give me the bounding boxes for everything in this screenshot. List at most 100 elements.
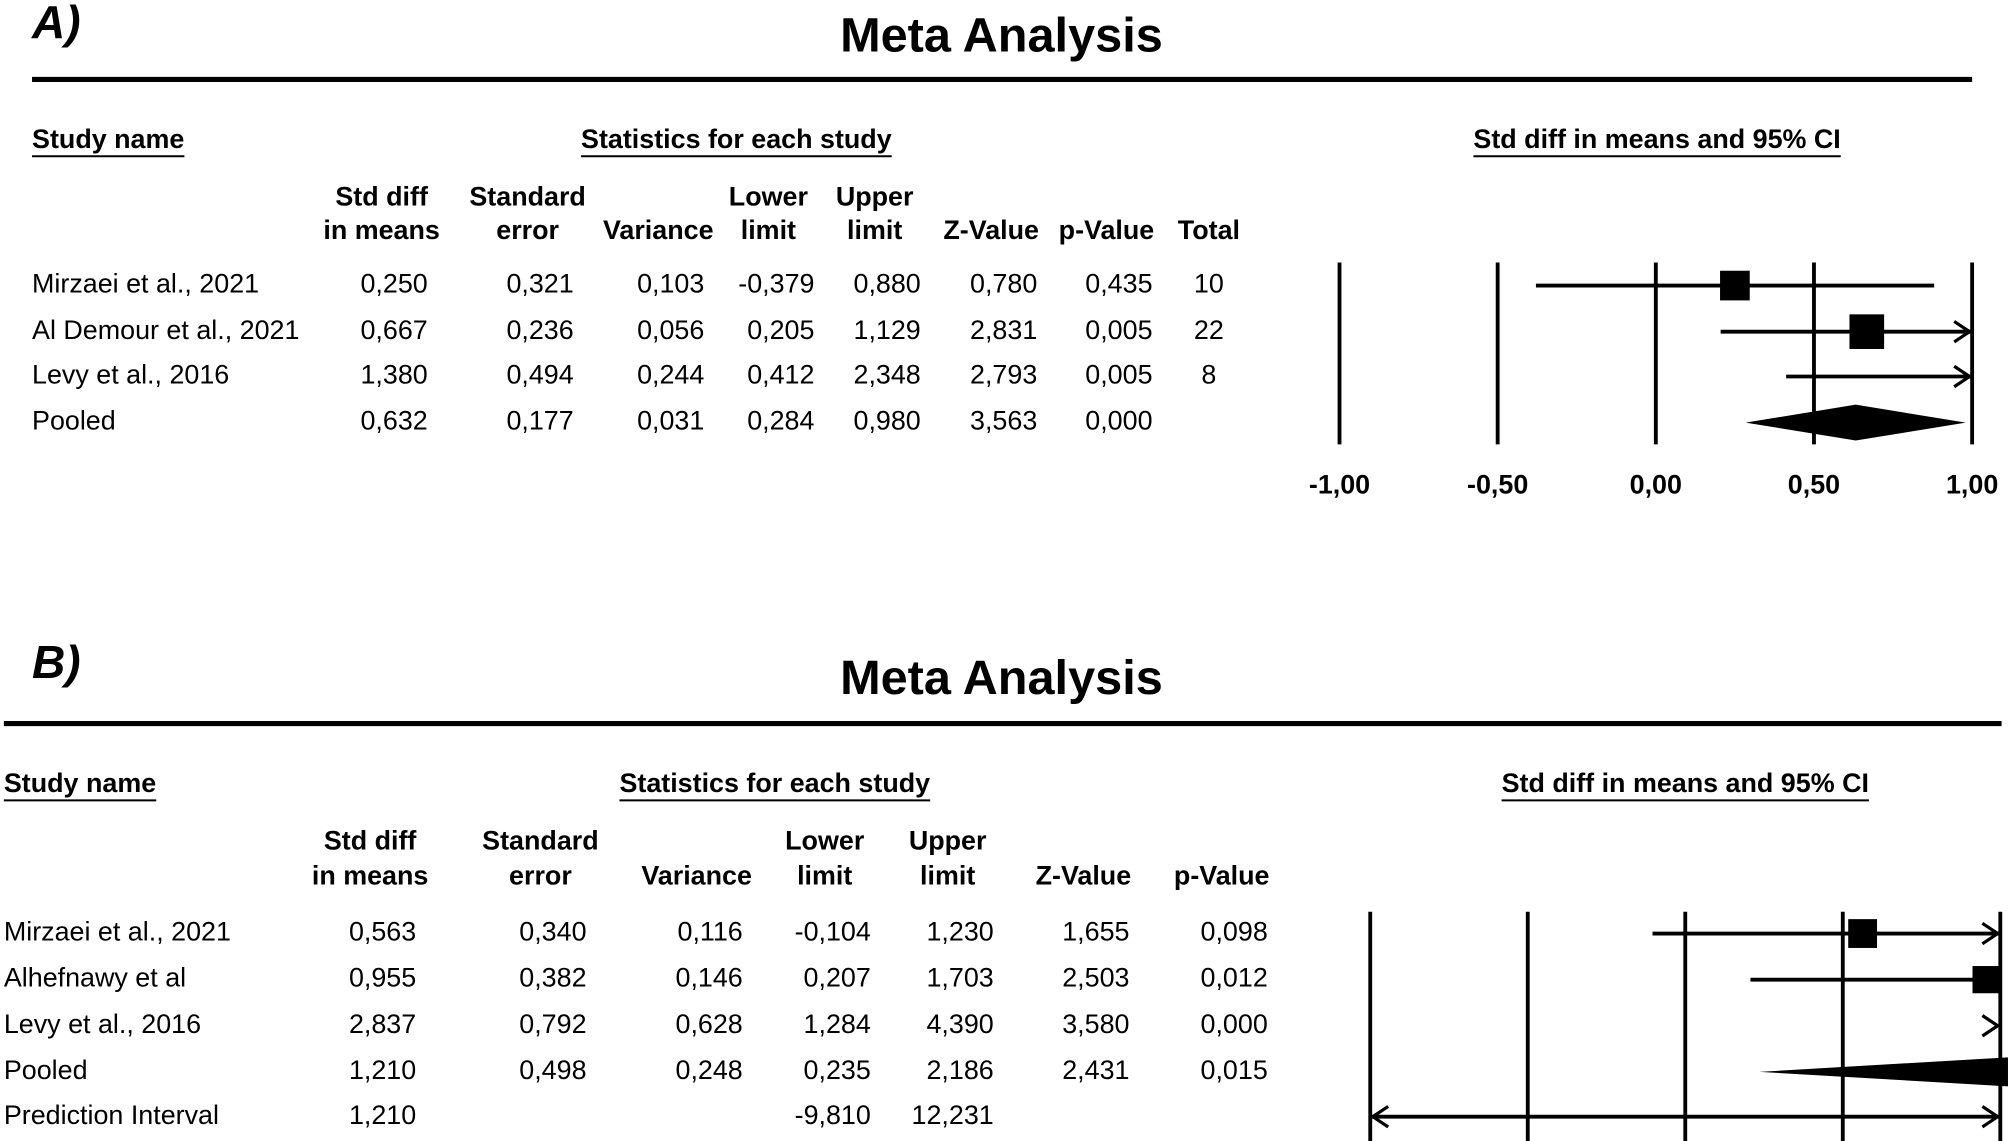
column-header: Lower (729, 182, 809, 212)
ci-arrow (1369, 1105, 1390, 1129)
ci-arrow (1981, 921, 2001, 946)
column-header: Standard (469, 182, 585, 212)
panel-label: A) (31, 0, 81, 48)
ci-arrow (1981, 1105, 2001, 1129)
column-header: error (509, 860, 572, 890)
table-cell: 0,628 (675, 1009, 742, 1039)
table-cell: 22 (1194, 315, 1224, 345)
study-name: Prediction Interval (4, 1100, 219, 1130)
study-header: Study name (32, 124, 184, 154)
table-cell: 0,031 (637, 406, 704, 436)
study-name: Alhefnawy et al (4, 963, 186, 993)
ci-arrow (1953, 364, 1973, 389)
column-header: in means (312, 860, 429, 890)
forest-marks (1369, 919, 2008, 1129)
table-cell: 4,390 (926, 1009, 993, 1039)
table-cell: 1,703 (926, 963, 993, 993)
table-cell: 0,248 (675, 1055, 742, 1085)
panel-title: Meta Analysis (840, 8, 1163, 62)
x-tick-label: 1,00 (1946, 470, 1998, 500)
ci-arrow (1981, 1060, 2001, 1084)
column-header: p-Value (1174, 860, 1270, 890)
column-header: Upper (836, 182, 914, 212)
table-cell: -0,379 (738, 269, 814, 299)
table-cell: 2,186 (926, 1055, 993, 1085)
table-cell: 0,005 (1085, 360, 1152, 390)
table-cell: 10 (1194, 269, 1224, 299)
ci-arrow (1981, 968, 2001, 992)
ci-arrow (1981, 1014, 2001, 1038)
table-cell: 2,431 (1062, 1055, 1129, 1085)
table-cell: 0,015 (1201, 1055, 1268, 1085)
table-cell: 12,231 (912, 1100, 994, 1130)
table-cell: 1,655 (1062, 917, 1129, 947)
table-cell: 0,000 (1085, 406, 1152, 436)
table-cell: 0,494 (506, 360, 573, 390)
table-cell: 0,116 (677, 917, 742, 947)
pooled-diamond (1759, 1057, 2008, 1087)
estimate-square (1848, 919, 1878, 948)
table-cell: 0,244 (637, 360, 704, 390)
table-cell: 0,000 (1201, 1009, 1268, 1039)
plot-header: Std diff in means and 95% CI (1473, 124, 1840, 154)
column-header: Z-Value (1036, 860, 1132, 890)
table-cell: 0,880 (853, 269, 920, 299)
column-header: limit (847, 215, 902, 245)
table-cell: 1,230 (926, 917, 993, 947)
table-cell: 1,129 (853, 315, 920, 345)
table-cell: -9,810 (795, 1100, 871, 1130)
table-cell: 0,250 (360, 269, 427, 299)
column-header: p-Value (1059, 215, 1155, 245)
table-cell: 0,412 (747, 360, 814, 390)
table-cell: 0,435 (1085, 269, 1152, 299)
study-name: Mirzaei et al., 2021 (4, 917, 231, 947)
study-header: Study name (4, 768, 156, 798)
table-cell: 0,236 (506, 315, 573, 345)
table-cell: 2,793 (970, 360, 1037, 390)
table-cell: 0,780 (970, 269, 1037, 299)
ci-arrow (1953, 320, 1973, 344)
estimate-square (1849, 314, 1885, 349)
study-name: Levy et al., 2016 (32, 360, 229, 390)
x-tick-label: -1,00 (1309, 470, 1370, 500)
forest-marks (1535, 270, 1973, 441)
table-cell: 0,340 (519, 917, 586, 947)
study-name: Pooled (32, 406, 116, 436)
table-cell: 0,005 (1085, 315, 1152, 345)
estimate-square (1720, 270, 1750, 301)
x-tick-label: 0,50 (1788, 470, 1840, 500)
panel-label: B) (32, 636, 81, 688)
stats-header: Statistics for each study (581, 124, 892, 154)
column-header: in means (323, 215, 440, 245)
column-header: Total (1178, 215, 1240, 245)
column-header: Z-Value (943, 215, 1039, 245)
column-header: limit (920, 860, 975, 890)
table-cell: 1,380 (360, 360, 427, 390)
study-name: Al Demour et al., 2021 (32, 315, 299, 345)
column-header: limit (797, 860, 852, 890)
table-cell: 2,831 (970, 315, 1037, 345)
table-cell: 0,632 (360, 406, 427, 436)
panel-title: Meta Analysis (840, 651, 1163, 705)
table-cell: -0,104 (795, 917, 871, 947)
table-cell: 3,563 (970, 406, 1037, 436)
table-cell: 0,235 (804, 1055, 871, 1085)
table-cell: 8 (1201, 360, 1216, 390)
column-header: error (496, 215, 559, 245)
table-cell: 0,955 (349, 963, 416, 993)
table-cell: 3,580 (1062, 1009, 1129, 1039)
table-cell: 1,210 (349, 1100, 416, 1130)
table-cell: 2,503 (1062, 963, 1129, 993)
study-name: Pooled (4, 1055, 88, 1085)
table-cell: 0,980 (853, 406, 920, 436)
study-name: Mirzaei et al., 2021 (32, 269, 259, 299)
table-cell: 0,098 (1201, 917, 1268, 947)
column-header: Lower (785, 826, 865, 856)
table-cell: 1,210 (349, 1055, 416, 1085)
table-cell: 0,012 (1201, 963, 1268, 993)
column-header: Variance (603, 215, 714, 245)
x-tick-label: -0,50 (1467, 470, 1528, 500)
table-cell: 0,207 (804, 963, 871, 993)
